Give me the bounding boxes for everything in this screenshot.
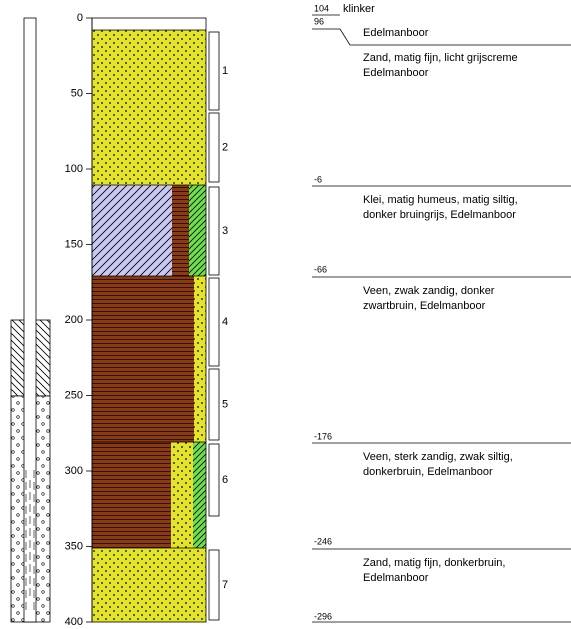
layer-description: Zand, matig fijn, donkerbruin, <box>363 557 505 569</box>
sample-label: 7 <box>222 579 228 591</box>
tick-label: 250 <box>65 389 83 401</box>
sample-label: 4 <box>222 316 228 328</box>
sample-box <box>209 550 219 620</box>
layer-description: zwartbruin, Edelmanboor <box>363 300 486 312</box>
layer-description: Veen, sterk zandig, zwak siltig, <box>363 451 513 463</box>
layer-description: Edelmanboor <box>363 572 429 584</box>
level-label: 104 <box>314 3 329 13</box>
level-label: -66 <box>314 264 327 274</box>
tick-label: 50 <box>71 87 83 99</box>
tick-label: 150 <box>65 238 83 250</box>
level-label: -246 <box>314 536 332 546</box>
layer-description: Veen, zwak zandig, donker <box>363 285 495 297</box>
borehole-log: 0 50 100 150 200 250 300 350 400 1 2 3 4 5 6 7 104 klinke… <box>0 0 571 629</box>
tick-label: 300 <box>65 465 83 477</box>
sample-box <box>209 278 219 366</box>
connector <box>312 29 571 45</box>
sample-label: 6 <box>222 474 228 486</box>
layer-description: donkerbruin, Edelmanboor <box>363 466 493 478</box>
tick-label: 100 <box>65 163 83 175</box>
sample-box <box>209 187 219 275</box>
tick-label: 0 <box>77 12 83 24</box>
tick-label: 200 <box>65 314 83 326</box>
sample-box <box>209 444 219 516</box>
layer-description: Edelmanboor <box>363 67 429 79</box>
sample-label: 1 <box>222 65 228 77</box>
tick-label: 400 <box>65 616 83 628</box>
layer-description: klinker <box>343 3 375 15</box>
tick-label: 350 <box>65 540 83 552</box>
level-label: -296 <box>314 611 332 621</box>
layer-description: Klei, matig humeus, matig siltig, <box>363 194 518 206</box>
sample-label: 5 <box>222 398 228 410</box>
layer-description: Zand, matig fijn, licht grijscreme <box>363 52 518 64</box>
sample-box <box>209 113 219 182</box>
sample-box <box>209 32 219 110</box>
well <box>11 18 50 622</box>
sample-label: 2 <box>222 141 228 153</box>
sample-box <box>209 369 219 440</box>
level-label: -176 <box>314 431 332 441</box>
soil-column <box>92 18 206 622</box>
level-label: -6 <box>314 174 322 184</box>
layer-description: donker bruingrijs, Edelmanboor <box>363 209 516 221</box>
sample-label: 3 <box>222 225 228 237</box>
layer-description: Edelmanboor <box>363 27 429 39</box>
level-label: 96 <box>314 16 324 26</box>
